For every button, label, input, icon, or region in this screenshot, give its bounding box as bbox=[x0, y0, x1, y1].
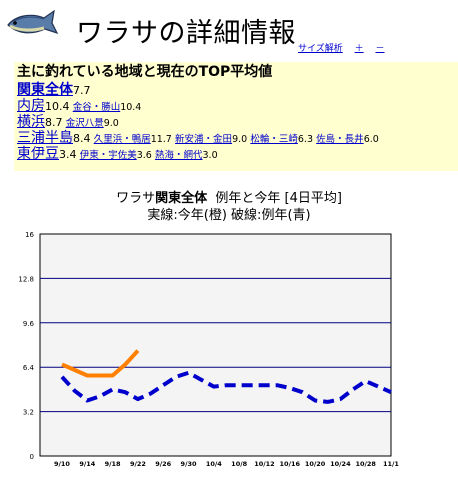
x-tick-label: 10/24 bbox=[330, 460, 351, 468]
series-line bbox=[61, 349, 140, 378]
area-average-value: 7.7 bbox=[73, 84, 91, 97]
zoom-in-link[interactable]: ＋ bbox=[354, 44, 364, 54]
fish-icon bbox=[7, 9, 59, 35]
series-line bbox=[60, 370, 392, 404]
zoom-out-link[interactable]: － bbox=[375, 44, 385, 54]
area-row: 横浜8.7 金沢八景9.0 bbox=[17, 114, 119, 132]
port-average-value: 11.7 bbox=[150, 134, 172, 145]
port-link[interactable]: 佐島・長井 bbox=[316, 134, 364, 145]
port-average-value: 3.0 bbox=[202, 150, 218, 161]
y-tick-label: 3.2 bbox=[23, 409, 34, 417]
port-average-value: 6.3 bbox=[297, 134, 313, 145]
chart-title-fish: ワラサ bbox=[116, 191, 156, 206]
port-link[interactable]: 伊東・宇佐美 bbox=[79, 150, 137, 161]
top-areas-panel: 主に釣れている地域と現在のTOP平均値 関東全体7.7 内房10.4 金谷・勝山1… bbox=[14, 62, 458, 171]
x-tick-label: 11/1 bbox=[383, 460, 399, 468]
area-link[interactable]: 関東全体 bbox=[17, 82, 73, 98]
port-link[interactable]: 新安浦・金田 bbox=[175, 134, 233, 145]
area-row: 三浦半島8.4 久里浜・鴨居11.7 新安浦・金田9.0 松輪・三崎6.3 佐島… bbox=[17, 130, 379, 148]
port-average-value: 9.0 bbox=[103, 118, 119, 129]
header-links: サイズ解析 ＋ － bbox=[298, 41, 394, 54]
area-row: 関東全体7.7 bbox=[17, 82, 91, 100]
top-areas-heading: 主に釣れている地域と現在のTOP平均値 bbox=[17, 64, 273, 80]
port-average-value: 9.0 bbox=[232, 134, 248, 145]
y-tick-label: 12.8 bbox=[18, 275, 34, 283]
chart-title-area: 関東全体 bbox=[155, 191, 208, 206]
x-tick-label: 9/22 bbox=[130, 460, 146, 468]
size-analysis-link[interactable]: サイズ解析 bbox=[298, 44, 343, 54]
area-average-value: 8.7 bbox=[45, 116, 63, 129]
port-link[interactable]: 久里浜・鴨居 bbox=[93, 134, 151, 145]
x-tick-label: 10/8 bbox=[231, 460, 247, 468]
area-average-value: 8.4 bbox=[73, 132, 91, 145]
y-tick-label: 0 bbox=[30, 453, 34, 461]
x-tick-label: 9/14 bbox=[79, 460, 95, 468]
x-tick-label: 9/10 bbox=[54, 460, 70, 468]
x-tick-label: 9/30 bbox=[181, 460, 197, 468]
x-tick-label: 9/26 bbox=[155, 460, 171, 468]
port-link[interactable]: 熱海・網代 bbox=[155, 150, 203, 161]
port-average-value: 3.6 bbox=[136, 150, 152, 161]
area-link[interactable]: 横浜 bbox=[17, 114, 45, 130]
x-tick-label: 10/16 bbox=[280, 460, 301, 468]
x-tick-label: 10/28 bbox=[355, 460, 376, 468]
plot-area bbox=[39, 233, 392, 457]
page-title: ワラサの詳細情報 bbox=[76, 18, 296, 49]
x-tick-label: 10/12 bbox=[254, 460, 274, 468]
area-link[interactable]: 内房 bbox=[17, 98, 45, 114]
area-link[interactable]: 東伊豆 bbox=[17, 146, 59, 162]
area-average-value: 10.4 bbox=[45, 100, 70, 113]
x-tick-label: 10/20 bbox=[305, 460, 326, 468]
x-tick-label: 10/4 bbox=[206, 460, 222, 468]
chart-subtitle: 実線:今年(橙) 破線:例年(青) bbox=[147, 208, 311, 223]
chart-title-desc: 例年と今年 [4日平均] bbox=[215, 191, 342, 206]
area-row: 内房10.4 金谷・勝山10.4 bbox=[17, 98, 141, 116]
port-average-value: 10.4 bbox=[120, 102, 142, 113]
y-tick-label: 6.4 bbox=[23, 364, 35, 372]
port-link[interactable]: 金谷・勝山 bbox=[72, 102, 121, 113]
chart-title: ワラサ関東全体 例年と今年 [4日平均] 実線:今年(橙) 破線:例年(青) bbox=[0, 190, 458, 224]
area-link[interactable]: 三浦半島 bbox=[17, 130, 73, 146]
y-tick-label: 9.6 bbox=[23, 320, 35, 328]
y-tick-label: 16 bbox=[25, 231, 34, 239]
port-link[interactable]: 松輪・三崎 bbox=[250, 134, 298, 145]
port-link[interactable]: 金沢八景 bbox=[65, 118, 104, 129]
port-average-value: 6.0 bbox=[363, 134, 379, 145]
area-average-value: 3.4 bbox=[59, 148, 77, 161]
area-row: 東伊豆3.4 伊東・宇佐美3.6 熱海・網代3.0 bbox=[17, 146, 218, 164]
line-chart: 16 12.8 9.6 6.4 3.2 0 9/10 9/14 9/18 9/22 9/26 9/30… bbox=[18, 231, 399, 468]
x-tick-label: 9/18 bbox=[105, 460, 121, 468]
